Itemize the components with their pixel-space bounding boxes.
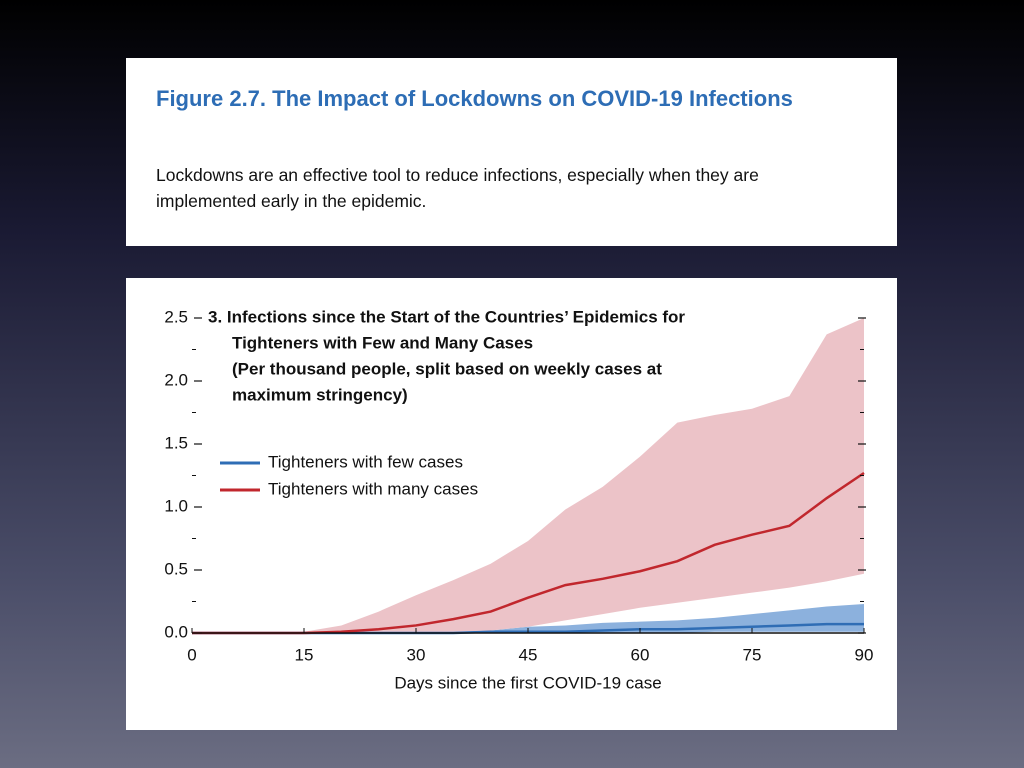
x-tick-label: 60 xyxy=(631,645,650,664)
y-tick-label: 0.5 xyxy=(164,559,188,578)
x-tick-label: 75 xyxy=(743,645,762,664)
chart: 3. Infections since the Start of the Cou… xyxy=(164,307,874,692)
x-axis-label: Days since the first COVID-19 case xyxy=(394,673,661,692)
y-tick-label: 1.5 xyxy=(164,433,188,452)
figure-title: Figure 2.7. The Impact of Lockdowns on C… xyxy=(156,86,793,111)
chart-title: Tighteners with Few and Many Cases xyxy=(232,333,533,352)
x-tick-label: 45 xyxy=(519,645,538,664)
legend-label: Tighteners with many cases xyxy=(268,479,478,498)
chart-title: 3. Infections since the Start of the Cou… xyxy=(208,307,685,326)
legend-label: Tighteners with few cases xyxy=(268,452,463,471)
chart-subtitle: (Per thousand people, split based on wee… xyxy=(232,359,662,378)
y-tick-label: 2.0 xyxy=(164,370,188,389)
x-tick-label: 0 xyxy=(187,645,196,664)
y-tick-label: 2.5 xyxy=(164,307,188,326)
y-tick-label: 0.0 xyxy=(164,622,188,641)
y-tick-label: 1.0 xyxy=(164,496,188,515)
x-tick-label: 15 xyxy=(295,645,314,664)
chart-card: 3. Infections since the Start of the Cou… xyxy=(126,278,897,730)
x-tick-label: 90 xyxy=(855,645,874,664)
x-tick-label: 30 xyxy=(407,645,426,664)
chart-subtitle: maximum stringency) xyxy=(232,385,408,404)
figure-header: Figure 2.7. The Impact of Lockdowns on C… xyxy=(126,58,897,246)
figure-description: Lockdowns are an effective tool to reduc… xyxy=(156,165,759,211)
confidence-band xyxy=(192,604,864,633)
